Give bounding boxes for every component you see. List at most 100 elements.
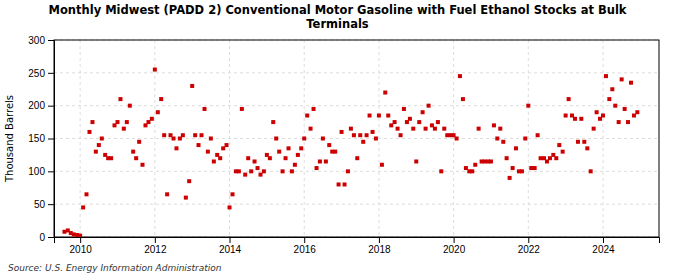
point [94, 150, 98, 154]
y-tick-mark [48, 204, 54, 205]
x-tick-label: 2020 [443, 244, 466, 255]
point [165, 192, 169, 196]
x-tick-label: 2022 [518, 244, 541, 255]
point [526, 104, 530, 108]
point [190, 84, 194, 88]
y-tick: 200 [28, 100, 54, 111]
point [225, 143, 229, 147]
y-tick-label: 50 [34, 199, 46, 210]
point [613, 104, 617, 108]
y-tick-label: 150 [28, 133, 45, 144]
y-tick: 300 [28, 35, 54, 46]
point [533, 166, 537, 170]
point [293, 163, 297, 167]
point [567, 97, 571, 101]
point [274, 137, 278, 141]
y-axis-title: Thousand Barrels [4, 95, 15, 183]
point [312, 107, 316, 111]
x-tick: 2018 [368, 237, 391, 255]
points [62, 68, 639, 237]
x-tick-label: 2014 [219, 244, 242, 255]
point [424, 127, 428, 131]
x-tick-mark [379, 237, 380, 243]
y-axis-line [48, 41, 55, 238]
point [414, 159, 418, 163]
point [237, 169, 241, 173]
point [617, 120, 621, 124]
plot: 2010201220142016201820202022202405010015… [28, 35, 659, 255]
chart: Monthly Midwest (PADD 2) Conventional Mo… [0, 0, 675, 275]
title-line: Terminals [306, 17, 369, 31]
point [361, 140, 365, 144]
annotation: Source: U.S. Energy Information Administ… [8, 263, 222, 273]
point [78, 234, 82, 237]
point [604, 74, 608, 78]
point [477, 127, 481, 131]
point [623, 107, 627, 111]
grid-line-y [54, 171, 659, 172]
x-tick-mark [528, 237, 529, 243]
point [585, 146, 589, 150]
point [508, 176, 512, 180]
point [284, 156, 288, 160]
point [206, 150, 210, 154]
point [377, 114, 381, 118]
point [277, 150, 281, 154]
point [601, 114, 605, 118]
point [427, 104, 431, 108]
point [439, 169, 443, 173]
point [337, 182, 341, 186]
x-tick-label: 2012 [144, 244, 167, 255]
point [333, 150, 337, 154]
point [187, 179, 191, 183]
x-tick-mark [603, 237, 604, 243]
point [299, 146, 303, 150]
point [489, 159, 493, 163]
point [579, 117, 583, 121]
x-tick-mark [155, 237, 156, 243]
point [501, 140, 505, 144]
grid-line-y [54, 72, 659, 73]
point [309, 127, 313, 131]
point [209, 137, 213, 141]
point [181, 133, 185, 137]
point [380, 163, 384, 167]
point [455, 137, 459, 141]
point [514, 146, 518, 150]
y-tick-label: 0 [39, 232, 45, 243]
grid [54, 40, 659, 237]
y-tick-label: 300 [28, 35, 45, 46]
point [203, 107, 207, 111]
point [458, 74, 462, 78]
point [268, 156, 272, 160]
point [511, 166, 515, 170]
point [84, 192, 88, 196]
point [327, 143, 331, 147]
point [352, 133, 356, 137]
point [100, 137, 104, 141]
y-tick-mark [48, 73, 54, 74]
point [290, 169, 294, 173]
point [561, 150, 565, 154]
point [554, 156, 558, 160]
point [156, 110, 160, 114]
point [620, 77, 624, 81]
point [358, 133, 362, 137]
point [228, 205, 232, 209]
point [243, 173, 247, 177]
point [386, 114, 390, 118]
x-tick: 2020 [443, 237, 466, 255]
x-tick: 2014 [219, 237, 242, 255]
x-tick-label: 2018 [368, 244, 391, 255]
y-tick-mark [48, 139, 54, 140]
point [629, 81, 633, 85]
point [368, 114, 372, 118]
point [287, 146, 291, 150]
y-tick: 100 [28, 166, 54, 177]
point [589, 169, 593, 173]
y-tick-mark [48, 171, 54, 172]
y-axis: 050100150200250300 [28, 35, 54, 243]
point [302, 137, 306, 141]
point [321, 137, 325, 141]
x-tick-mark [454, 237, 455, 243]
